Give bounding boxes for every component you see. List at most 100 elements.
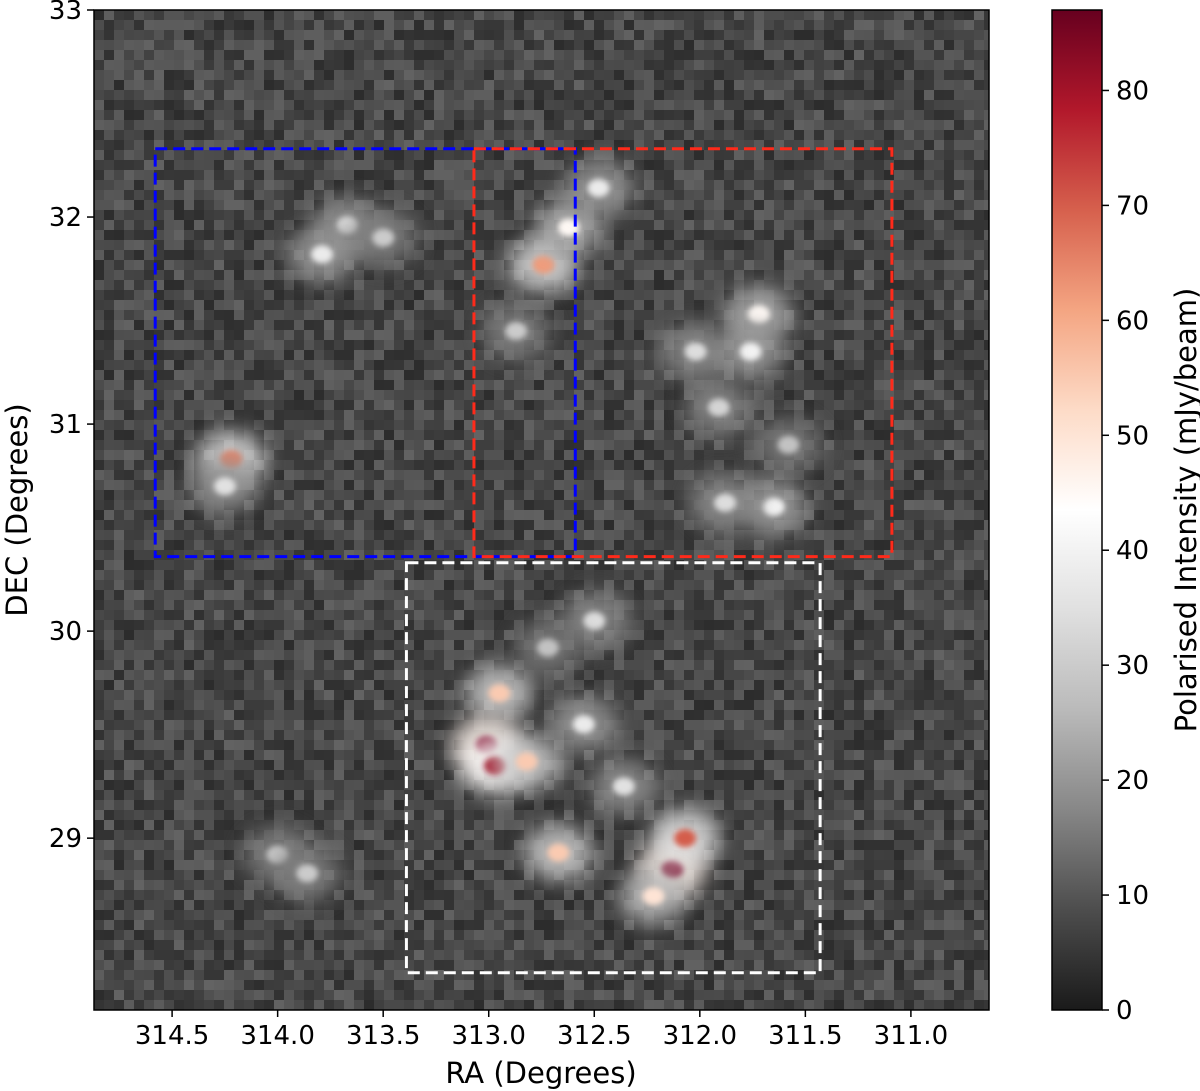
noise-pixel <box>394 390 404 400</box>
noise-pixel <box>174 140 184 150</box>
noise-pixel <box>104 510 114 520</box>
noise-pixel <box>814 330 824 340</box>
noise-pixel <box>314 500 324 510</box>
noise-pixel <box>844 310 854 320</box>
noise-pixel <box>414 40 424 50</box>
noise-pixel <box>824 350 834 360</box>
noise-pixel <box>584 90 594 100</box>
noise-pixel <box>794 480 804 490</box>
noise-pixel <box>384 110 394 120</box>
noise-pixel <box>834 30 844 40</box>
noise-pixel <box>454 10 464 20</box>
noise-pixel <box>984 450 989 460</box>
noise-pixel <box>254 240 264 250</box>
noise-pixel <box>484 60 494 70</box>
noise-pixel <box>804 340 814 350</box>
noise-pixel <box>614 390 624 400</box>
noise-pixel <box>334 10 344 20</box>
noise-pixel <box>734 160 744 170</box>
noise-pixel <box>594 150 604 160</box>
noise-pixel <box>134 270 144 280</box>
noise-pixel <box>804 180 814 190</box>
noise-pixel <box>224 540 234 550</box>
noise-pixel <box>124 40 134 50</box>
noise-pixel <box>274 50 284 60</box>
noise-pixel <box>624 330 634 340</box>
noise-pixel <box>104 40 114 50</box>
noise-pixel <box>214 260 224 270</box>
noise-pixel <box>624 390 634 400</box>
noise-pixel <box>454 550 464 560</box>
noise-pixel <box>524 100 534 110</box>
noise-pixel <box>394 370 404 380</box>
noise-pixel <box>374 540 384 550</box>
noise-pixel <box>284 480 294 490</box>
noise-pixel <box>774 530 784 540</box>
noise-pixel <box>254 330 264 340</box>
noise-pixel <box>744 170 754 180</box>
noise-pixel <box>644 60 654 70</box>
noise-pixel <box>94 330 104 340</box>
noise-pixel <box>474 380 484 390</box>
noise-pixel <box>674 410 684 420</box>
noise-pixel <box>694 150 704 160</box>
noise-pixel <box>644 410 654 420</box>
noise-pixel <box>194 170 204 180</box>
noise-pixel <box>394 140 404 150</box>
noise-pixel <box>614 410 624 420</box>
noise-pixel <box>174 320 184 330</box>
noise-pixel <box>354 310 364 320</box>
noise-pixel <box>314 450 324 460</box>
noise-pixel <box>854 430 864 440</box>
noise-pixel <box>414 230 424 240</box>
noise-pixel <box>164 70 174 80</box>
noise-pixel <box>934 100 944 110</box>
noise-pixel <box>884 370 894 380</box>
noise-pixel <box>354 450 364 460</box>
noise-pixel <box>284 100 294 110</box>
noise-pixel <box>494 230 504 240</box>
noise-pixel <box>344 110 354 120</box>
noise-pixel <box>804 480 814 490</box>
noise-pixel <box>384 540 394 550</box>
noise-pixel <box>534 170 544 180</box>
noise-pixel <box>974 290 984 300</box>
noise-pixel <box>714 210 724 220</box>
noise-pixel <box>444 520 454 530</box>
noise-pixel <box>274 170 284 180</box>
noise-pixel <box>624 530 634 540</box>
noise-pixel <box>464 510 474 520</box>
noise-pixel <box>94 440 104 450</box>
noise-pixel <box>564 310 574 320</box>
noise-pixel <box>954 470 964 480</box>
noise-pixel <box>854 410 864 420</box>
noise-pixel <box>604 460 614 470</box>
noise-pixel <box>144 10 154 20</box>
noise-pixel <box>194 280 204 290</box>
noise-pixel <box>124 430 134 440</box>
noise-pixel <box>104 410 114 420</box>
noise-pixel <box>634 190 644 200</box>
noise-pixel <box>874 190 884 200</box>
noise-pixel <box>204 240 214 250</box>
noise-pixel <box>104 340 114 350</box>
noise-pixel <box>314 490 324 500</box>
noise-pixel <box>164 450 174 460</box>
noise-pixel <box>634 530 644 540</box>
noise-pixel <box>294 370 304 380</box>
noise-pixel <box>944 60 954 70</box>
noise-pixel <box>874 170 884 180</box>
noise-pixel <box>794 190 804 200</box>
noise-pixel <box>284 110 294 120</box>
noise-pixel <box>554 370 564 380</box>
noise-pixel <box>934 460 944 470</box>
noise-pixel <box>964 350 974 360</box>
noise-pixel <box>374 80 384 90</box>
noise-pixel <box>964 190 974 200</box>
noise-pixel <box>504 520 514 530</box>
noise-pixel <box>774 390 784 400</box>
noise-pixel <box>634 350 644 360</box>
noise-pixel <box>584 500 594 510</box>
noise-pixel <box>554 340 564 350</box>
noise-pixel <box>764 60 774 70</box>
